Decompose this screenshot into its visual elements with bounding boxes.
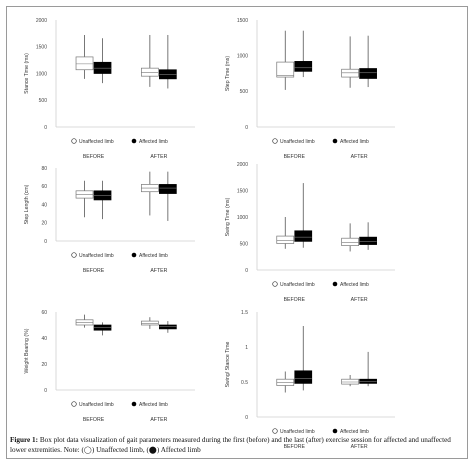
legend-unaffected-label: Unaffected limb xyxy=(79,253,114,259)
y-axis-label: Swing/ Stance Time xyxy=(225,341,231,387)
box-unaffected xyxy=(341,237,359,246)
y-axis-label: Step Length (cm) xyxy=(24,184,30,224)
y-tick-label: 500 xyxy=(240,241,249,247)
box-unaffected xyxy=(276,235,295,244)
y-tick-label: 0 xyxy=(245,415,248,421)
y-axis-label: Weight Bearing (%) xyxy=(24,328,30,373)
box-unaffected xyxy=(75,56,94,71)
legend-affected-marker xyxy=(131,401,137,407)
x-category-label: AFTER xyxy=(351,297,368,303)
x-category-label: BEFORE xyxy=(83,268,105,274)
box-affected xyxy=(359,68,377,79)
y-tick-label: 40 xyxy=(41,202,47,208)
y-tick-label: 1000 xyxy=(36,71,47,77)
box-affected xyxy=(294,230,313,242)
legend-affected-label: Affected limb xyxy=(139,402,168,408)
legend-affected-marker xyxy=(131,138,137,144)
box-affected xyxy=(159,69,177,80)
x-category-label: BEFORE xyxy=(284,444,306,450)
y-tick-label: 1 xyxy=(245,345,248,351)
legend-affected-marker xyxy=(131,252,137,258)
caption-text: Box plot data visualization of gait para… xyxy=(10,436,451,454)
legend-affected-label: Affected limb xyxy=(139,139,168,145)
x-category-label: AFTER xyxy=(351,154,368,160)
y-tick-label: 80 xyxy=(41,166,47,172)
legend-unaffected-marker xyxy=(272,138,278,144)
y-tick-label: 500 xyxy=(240,89,249,95)
figure-frame xyxy=(6,6,468,459)
x-category-label: BEFORE xyxy=(83,154,105,160)
y-tick-label: 1000 xyxy=(237,215,248,221)
box-unaffected xyxy=(276,378,295,386)
y-tick-label: 60 xyxy=(41,310,47,316)
box-unaffected xyxy=(276,61,295,78)
legend-affected-label: Affected limb xyxy=(340,429,369,435)
y-tick-label: 20 xyxy=(41,362,47,368)
y-tick-label: 0.5 xyxy=(241,380,248,386)
y-tick-label: 1500 xyxy=(36,45,47,51)
x-category-label: BEFORE xyxy=(83,417,105,423)
caption-label: Figure 1: xyxy=(10,436,39,444)
box-unaffected xyxy=(341,68,359,78)
x-category-label: AFTER xyxy=(150,268,167,274)
x-category-label: BEFORE xyxy=(284,154,306,160)
x-category-label: AFTER xyxy=(150,417,167,423)
caption-mid: ) Unaffected limb, ( xyxy=(91,445,149,454)
caption-end: ) Affected limb xyxy=(156,445,201,454)
legend-unaffected-marker xyxy=(71,252,77,258)
legend-affected-label: Affected limb xyxy=(139,253,168,259)
legend-unaffected-marker xyxy=(71,138,77,144)
box-affected xyxy=(159,324,177,330)
legend-unaffected-label: Unaffected limb xyxy=(280,282,315,288)
legend-unaffected-label: Unaffected limb xyxy=(79,139,114,145)
box-affected xyxy=(159,184,177,194)
y-tick-label: 1000 xyxy=(237,53,248,59)
legend-unaffected-label: Unaffected limb xyxy=(79,402,114,408)
y-tick-label: 1500 xyxy=(237,18,248,24)
y-tick-label: 1.5 xyxy=(241,310,248,316)
box-affected xyxy=(93,61,112,74)
legend-affected-marker xyxy=(332,138,338,144)
x-category-label: AFTER xyxy=(150,154,167,160)
y-tick-label: 0 xyxy=(245,125,248,131)
y-tick-label: 0 xyxy=(245,268,248,274)
y-tick-label: 60 xyxy=(41,184,47,190)
figure-caption: Figure 1: Box plot data visualization of… xyxy=(10,436,462,455)
caption-open-symbol: ◯ xyxy=(83,445,92,454)
box-affected xyxy=(294,370,313,384)
legend-affected-marker xyxy=(332,428,338,434)
legend-unaffected-label: Unaffected limb xyxy=(280,139,315,145)
x-category-label: AFTER xyxy=(351,444,368,450)
x-category-label: BEFORE xyxy=(284,297,306,303)
box-affected xyxy=(359,236,377,245)
y-tick-label: 2000 xyxy=(237,162,248,168)
legend-affected-label: Affected limb xyxy=(340,139,369,145)
box-unaffected xyxy=(141,320,159,326)
y-tick-label: 0 xyxy=(44,239,47,245)
y-tick-label: 2000 xyxy=(36,18,47,24)
legend-unaffected-marker xyxy=(71,401,77,407)
legend-unaffected-marker xyxy=(272,428,278,434)
y-tick-label: 0 xyxy=(44,125,47,131)
y-axis-label: Stance Time (ms) xyxy=(24,53,30,94)
legend-affected-marker xyxy=(332,281,338,287)
box-affected xyxy=(294,61,313,72)
y-tick-label: 0 xyxy=(44,388,47,394)
caption-filled-symbol: ⬤ xyxy=(148,445,157,454)
legend-affected-label: Affected limb xyxy=(340,282,369,288)
y-tick-label: 1500 xyxy=(237,188,248,194)
y-axis-label: Swing Time (ms) xyxy=(225,197,231,236)
legend-unaffected-marker xyxy=(272,281,278,287)
y-tick-label: 40 xyxy=(41,336,47,342)
y-axis-label: Step Time (ms) xyxy=(225,56,231,91)
y-tick-label: 20 xyxy=(41,221,47,227)
box-unaffected xyxy=(341,378,359,385)
legend-unaffected-label: Unaffected limb xyxy=(280,429,315,435)
y-tick-label: 500 xyxy=(39,98,48,104)
